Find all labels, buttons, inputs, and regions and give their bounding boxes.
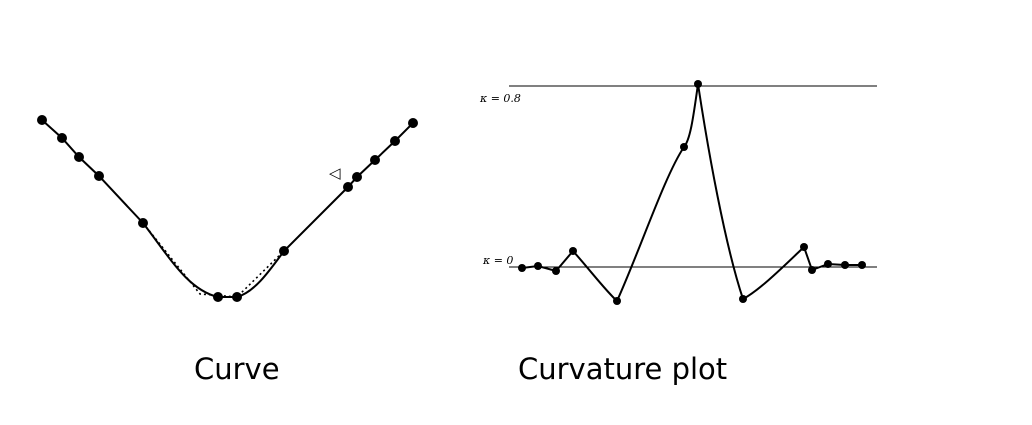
control-polygon-dotted (142, 186, 349, 298)
curvature-points (518, 80, 866, 305)
curvature-point (858, 261, 866, 269)
curvature-point (800, 243, 808, 251)
curve-line (41, 119, 414, 298)
curve-point (74, 152, 84, 162)
curvature-point (694, 80, 702, 88)
curve-points (37, 115, 418, 302)
zero-kappa-label: κ = 0 (482, 254, 513, 267)
curve-point (57, 133, 67, 143)
curvature-point (824, 260, 832, 268)
curvature-point (739, 295, 747, 303)
curve-point (343, 182, 353, 192)
curve-point (352, 172, 362, 182)
curve-point (232, 292, 242, 302)
curve-point (213, 292, 223, 302)
curve-panel: ◁ (37, 115, 418, 302)
upper-kappa-label: κ = 0.8 (479, 92, 521, 105)
curvature-panel: κ = 0.8 κ = 0 (479, 80, 877, 305)
curve-point (138, 218, 148, 228)
curve-point (408, 118, 418, 128)
curvature-point (613, 297, 621, 305)
curve-point (370, 155, 380, 165)
curvature-point (808, 266, 816, 274)
curve-point (279, 246, 289, 256)
triangle-marker: ◁ (329, 164, 341, 182)
curvature-point (518, 264, 526, 272)
curvature-point (680, 143, 688, 151)
curvature-point (534, 262, 542, 270)
curvature-point (569, 247, 577, 255)
curvature-plot-caption: Curvature plot (518, 352, 728, 386)
curvature-point (552, 267, 560, 275)
curve-caption: Curve (194, 352, 280, 386)
curve-point (94, 171, 104, 181)
curvature-line (521, 83, 862, 303)
curvature-point (841, 261, 849, 269)
curve-point (390, 136, 400, 146)
curve-point (37, 115, 47, 125)
